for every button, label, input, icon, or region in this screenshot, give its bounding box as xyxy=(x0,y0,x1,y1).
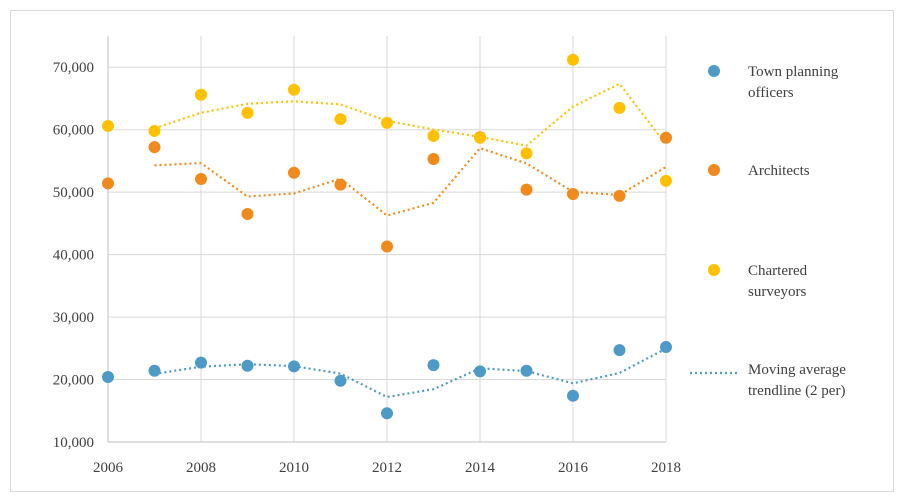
data-point-series-0 xyxy=(102,371,114,384)
data-point-series-2 xyxy=(427,129,440,142)
data-point-series-0 xyxy=(288,360,300,373)
data-point-series-1 xyxy=(148,141,161,154)
data-point-series-0 xyxy=(567,389,579,402)
data-point-series-1 xyxy=(520,183,533,196)
y-tick-label: 50,000 xyxy=(53,185,94,201)
data-point-series-0 xyxy=(474,365,486,378)
chart-frame xyxy=(10,10,894,492)
y-tick-label: 10,000 xyxy=(53,435,94,451)
data-point-series-2 xyxy=(148,124,161,137)
y-tick-label: 40,000 xyxy=(53,248,94,264)
legend-marker xyxy=(708,164,720,176)
data-point-series-0 xyxy=(660,341,672,354)
legend: Town planning officers Architects Chartered… xyxy=(690,64,846,399)
trendline-series-0 xyxy=(154,347,667,399)
axes: 10,000 20,000 30,000 40,000 50,000 60,000 70,0… xyxy=(53,36,681,476)
legend-label: Moving average xyxy=(748,362,846,378)
data-point-series-2 xyxy=(102,119,114,132)
data-point-series-2 xyxy=(520,147,533,160)
legend-label: surveyors xyxy=(748,284,806,300)
x-tick-label: 2018 xyxy=(651,460,681,476)
legend-label: officers xyxy=(748,85,794,101)
y-tick-label: 30,000 xyxy=(53,310,94,326)
data-point-series-0 xyxy=(381,407,393,420)
trendline-series-1 xyxy=(154,146,667,217)
data-point-series-1 xyxy=(381,240,393,253)
legend-marker xyxy=(708,264,720,276)
data-point-series-0 xyxy=(334,374,347,387)
data-point-series-2 xyxy=(660,174,672,187)
data-point-series-2 xyxy=(567,53,579,66)
data-point-series-1 xyxy=(567,188,579,201)
data-point-series-1 xyxy=(334,178,347,191)
data-point-series-2 xyxy=(288,83,300,96)
data-point-series-0 xyxy=(613,344,626,357)
data-point-series-1 xyxy=(288,166,300,179)
trendline-series-2 xyxy=(154,82,667,147)
legend-label: trendline (2 per) xyxy=(748,383,845,399)
y-tick-label: 60,000 xyxy=(53,123,94,139)
data-point-series-2 xyxy=(381,116,393,129)
data-point-series-1 xyxy=(241,208,254,221)
data-point-series-2 xyxy=(613,101,626,114)
x-tick-label: 2008 xyxy=(186,460,216,476)
data-point-series-0 xyxy=(148,364,161,377)
data-point-series-2 xyxy=(474,131,486,144)
legend-marker xyxy=(708,65,720,77)
y-tick-label: 70,000 xyxy=(53,60,94,76)
legend-label: Town planning xyxy=(748,64,839,80)
data-point-series-1 xyxy=(660,131,672,144)
x-tick-label: 2006 xyxy=(93,460,124,476)
legend-label: Chartered xyxy=(748,263,808,279)
x-tick-label: 2014 xyxy=(465,460,496,476)
x-tick-label: 2016 xyxy=(558,460,589,476)
y-tick-label: 20,000 xyxy=(53,373,94,389)
data-point-series-0 xyxy=(520,364,533,377)
x-tick-label: 2010 xyxy=(279,460,309,476)
data-point-series-2 xyxy=(241,106,254,119)
data-point-series-0 xyxy=(195,356,207,369)
data-point-series-1 xyxy=(195,173,207,186)
data-point-series-2 xyxy=(195,88,207,101)
data-point-series-2 xyxy=(334,113,347,126)
legend-label: Architects xyxy=(748,163,810,179)
data-points xyxy=(102,53,672,420)
data-point-series-0 xyxy=(427,359,440,372)
data-point-series-1 xyxy=(102,177,114,190)
trendlines xyxy=(154,82,667,399)
x-tick-label: 2012 xyxy=(372,460,402,476)
data-point-series-1 xyxy=(427,153,440,166)
data-point-series-1 xyxy=(613,189,626,202)
data-point-series-0 xyxy=(241,359,254,372)
